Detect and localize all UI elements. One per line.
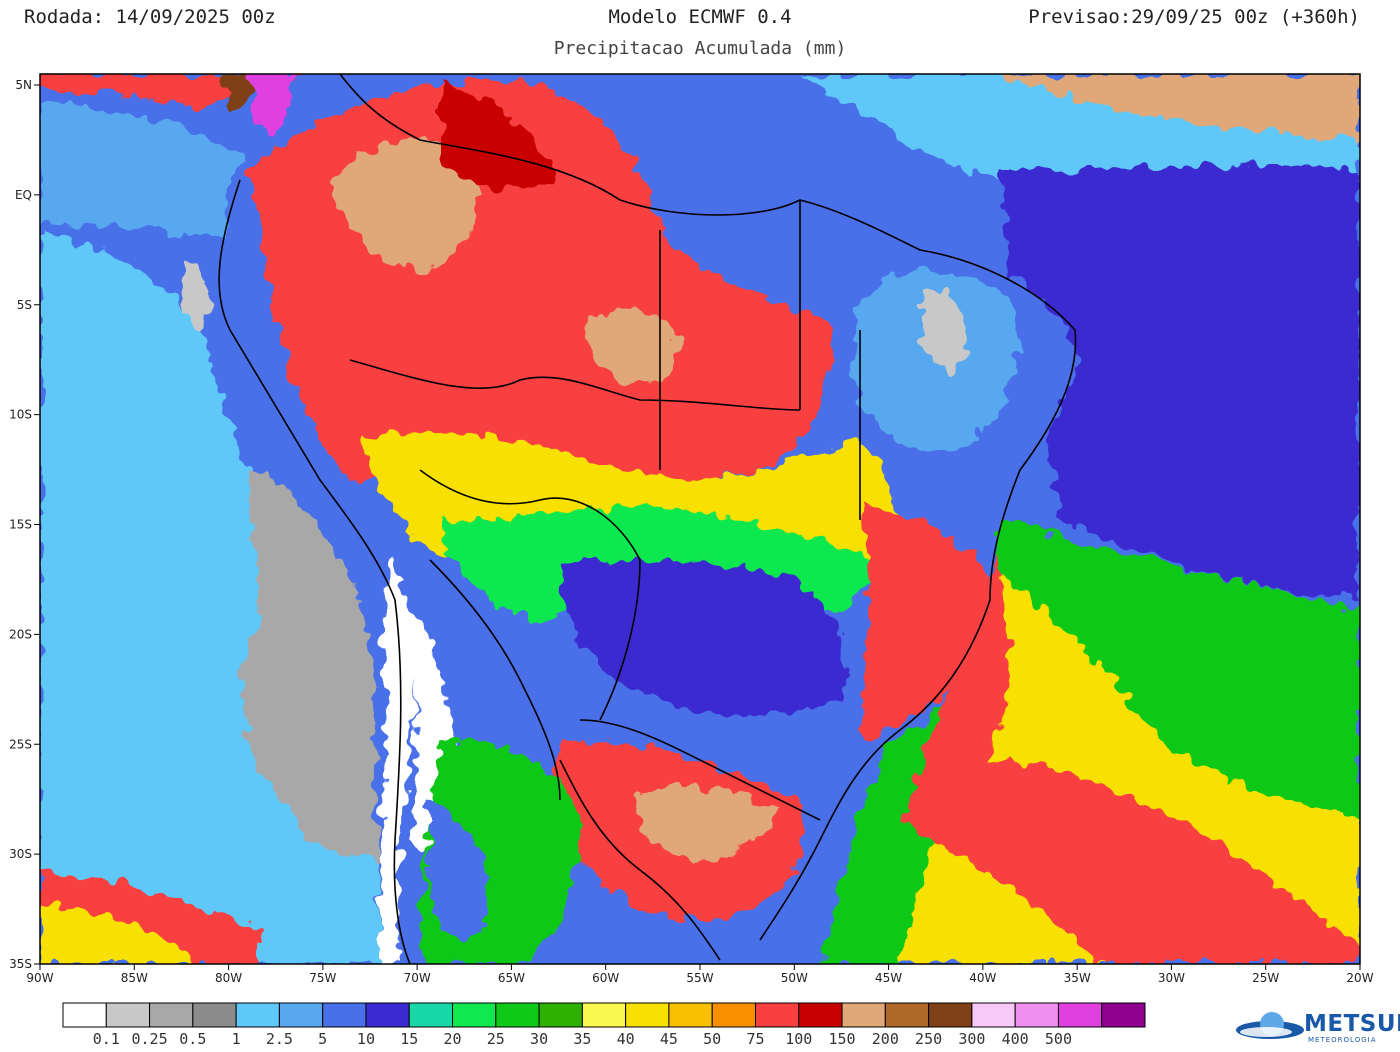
lat-label: 10S bbox=[9, 408, 32, 422]
legend-swatch bbox=[581, 1002, 627, 1028]
legend-swatch bbox=[278, 1002, 324, 1028]
lat-label: 35S bbox=[9, 957, 32, 971]
legend-label: 500 bbox=[1045, 1030, 1072, 1048]
lon-label: 80W bbox=[215, 971, 242, 985]
legend-label: 100 bbox=[785, 1030, 812, 1048]
legend-swatch bbox=[322, 1002, 367, 1028]
precipitation-map: 5N EQ 5S 10S 15S 20S 25S 30S 35S 90W 85W 80W 75W 70W… bbox=[9, 73, 1374, 985]
legend-swatch bbox=[884, 1002, 930, 1028]
lon-label: 85W bbox=[121, 971, 148, 985]
legend-label: 20 bbox=[443, 1030, 461, 1048]
lon-label: 50W bbox=[781, 971, 808, 985]
legend-label: 5 bbox=[318, 1030, 327, 1048]
legend-label: 0.5 bbox=[179, 1030, 206, 1048]
lat-label: 15S bbox=[9, 518, 32, 532]
forecast-valid-time: Previsao:29/09/25 00z (+360h) bbox=[1028, 6, 1360, 28]
precipitation-legend: 0.1 0.25 0.5 1 2.5 5 10 15 20 25 30 35 40 45 50 75 100 15… bbox=[62, 1002, 1146, 1048]
metsul-logo: METSUL METEOROLOGIA bbox=[1232, 1008, 1400, 1048]
legend-swatch bbox=[105, 1002, 151, 1028]
legend-swatch bbox=[365, 1002, 410, 1028]
legend-swatch bbox=[928, 1002, 973, 1028]
lon-label: 20W bbox=[1346, 971, 1373, 985]
legend-label: 30 bbox=[530, 1030, 548, 1048]
legend-swatch bbox=[625, 1002, 670, 1028]
legend-label: 45 bbox=[660, 1030, 678, 1048]
legend-label: 15 bbox=[400, 1030, 418, 1048]
legend-label: 1 bbox=[232, 1030, 241, 1048]
logo-name: METSUL bbox=[1304, 1011, 1400, 1037]
legend-label: 400 bbox=[1002, 1030, 1029, 1048]
map-title: Precipitacao Acumulada (mm) bbox=[553, 38, 847, 59]
legend-swatch bbox=[1014, 1002, 1059, 1028]
lat-label: EQ bbox=[15, 188, 32, 202]
legend-swatch bbox=[495, 1002, 540, 1028]
legend-swatch bbox=[841, 1002, 886, 1028]
lon-label: 75W bbox=[309, 971, 336, 985]
legend-label: 40 bbox=[617, 1030, 635, 1048]
legend-swatch bbox=[668, 1002, 713, 1028]
lat-label: 5S bbox=[17, 298, 32, 312]
logo-subtitle: METEOROLOGIA bbox=[1308, 1036, 1377, 1044]
lon-label: 45W bbox=[875, 971, 902, 985]
lon-label: 70W bbox=[404, 971, 431, 985]
legend-swatch bbox=[235, 1002, 280, 1028]
run-time: Rodada: 14/09/2025 00z bbox=[24, 6, 276, 28]
legend-label: 0.25 bbox=[131, 1030, 167, 1048]
legend-label: 2.5 bbox=[266, 1030, 293, 1048]
legend-swatch bbox=[798, 1002, 843, 1028]
legend-swatch bbox=[1101, 1002, 1146, 1028]
country-borders bbox=[218, 74, 1077, 964]
lon-label: 35W bbox=[1064, 971, 1091, 985]
model-name: Modelo ECMWF 0.4 bbox=[608, 6, 792, 28]
legend-swatch bbox=[754, 1002, 800, 1028]
lat-label: 20S bbox=[9, 627, 32, 641]
legend-label: 150 bbox=[828, 1030, 855, 1048]
lon-label: 30W bbox=[1158, 971, 1185, 985]
lon-label: 90W bbox=[26, 971, 53, 985]
lon-label: 55W bbox=[686, 971, 713, 985]
lat-label: 5N bbox=[15, 78, 32, 92]
legend-swatch bbox=[192, 1002, 237, 1028]
legend-label: 0.1 bbox=[93, 1030, 120, 1048]
legend-label: 300 bbox=[958, 1030, 985, 1048]
legend-label: 35 bbox=[573, 1030, 591, 1048]
legend-label: 50 bbox=[703, 1030, 721, 1048]
legend-label: 75 bbox=[746, 1030, 764, 1048]
lon-label: 65W bbox=[498, 971, 525, 985]
precipitation-field bbox=[40, 74, 1360, 964]
globe-logo-icon bbox=[1236, 1012, 1304, 1039]
legend-swatch bbox=[1057, 1002, 1103, 1028]
legend-swatch bbox=[408, 1002, 454, 1028]
legend-swatch bbox=[149, 1002, 194, 1028]
lon-label: 40W bbox=[969, 971, 996, 985]
legend-label: 250 bbox=[915, 1030, 942, 1048]
lat-label: 30S bbox=[9, 847, 32, 861]
legend-label: 10 bbox=[357, 1030, 375, 1048]
legend-swatch bbox=[62, 1002, 107, 1028]
legend-label: 25 bbox=[487, 1030, 505, 1048]
lat-label: 25S bbox=[9, 737, 32, 751]
lon-label: 60W bbox=[592, 971, 619, 985]
lon-label: 25W bbox=[1252, 971, 1279, 985]
legend-swatch bbox=[538, 1002, 583, 1028]
legend-swatch bbox=[971, 1002, 1016, 1028]
legend-swatch bbox=[711, 1002, 756, 1028]
legend-swatch bbox=[452, 1002, 497, 1028]
legend-label: 200 bbox=[872, 1030, 899, 1048]
